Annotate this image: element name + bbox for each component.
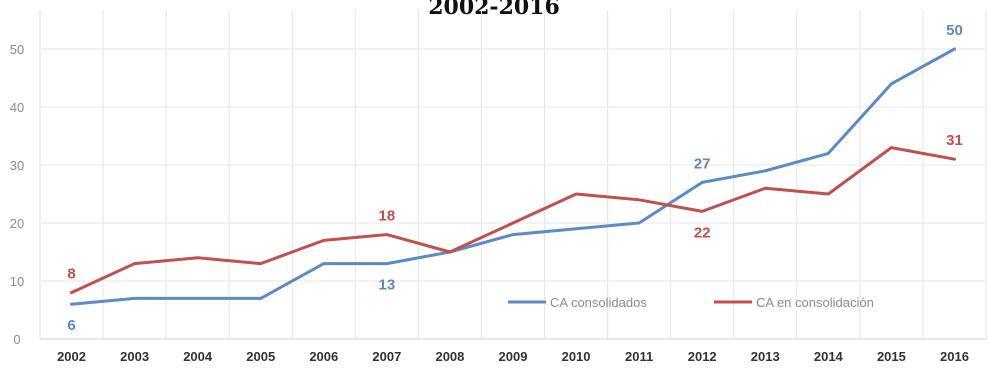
x-tick-label: 2006 bbox=[309, 349, 338, 364]
series-line-ca-en-consolidacion bbox=[70, 146, 956, 295]
x-tick-label: 2014 bbox=[814, 349, 844, 364]
legend: CA consolidados CA en consolidación bbox=[508, 295, 874, 310]
x-tick-label: 2003 bbox=[120, 349, 149, 364]
x-tick-label: 2005 bbox=[246, 349, 275, 364]
legend-label: CA en consolidación bbox=[756, 295, 874, 310]
x-tick-label: 2016 bbox=[940, 349, 969, 364]
data-label: 6 bbox=[67, 317, 75, 334]
data-label: 31 bbox=[946, 132, 963, 149]
x-tick-label: 2015 bbox=[877, 349, 906, 364]
y-tick-label: 50 bbox=[10, 42, 24, 57]
x-tick-label: 2007 bbox=[372, 349, 401, 364]
data-label: 13 bbox=[379, 277, 396, 294]
x-tick-label: 2012 bbox=[688, 349, 717, 364]
x-tick-label: 2008 bbox=[435, 349, 464, 364]
x-tick-label: 2011 bbox=[625, 349, 653, 364]
x-tick-label: 2002 bbox=[57, 349, 86, 364]
data-labels: 6 13 27 50 8 18 22 31 bbox=[67, 22, 962, 334]
data-label: 22 bbox=[694, 224, 711, 241]
grid bbox=[39, 10, 987, 340]
y-tick-label: 30 bbox=[10, 158, 24, 173]
data-label: 8 bbox=[67, 266, 75, 283]
data-label: 27 bbox=[694, 155, 711, 172]
series-line-ca-consolidados bbox=[70, 47, 956, 306]
data-label: 18 bbox=[379, 208, 396, 225]
y-tick-label: 20 bbox=[10, 216, 24, 231]
x-tick-label: 2009 bbox=[499, 349, 528, 364]
y-tick-label: 40 bbox=[10, 100, 24, 115]
legend-label: CA consolidados bbox=[550, 295, 647, 310]
chart-title: 2002-2016 bbox=[428, 0, 560, 20]
y-tick-label: 0 bbox=[13, 332, 20, 347]
series-layer bbox=[70, 47, 956, 306]
x-tick-label: 2010 bbox=[562, 349, 591, 364]
y-axis: 0 10 20 30 40 50 bbox=[10, 42, 24, 347]
x-tick-label: 2013 bbox=[751, 349, 780, 364]
x-axis: 2002 2003 2004 2005 2006 2007 2008 2009 2010 2011… bbox=[57, 349, 969, 364]
y-tick-label: 10 bbox=[10, 274, 24, 289]
x-tick-label: 2004 bbox=[183, 349, 213, 364]
data-label: 50 bbox=[946, 22, 963, 39]
